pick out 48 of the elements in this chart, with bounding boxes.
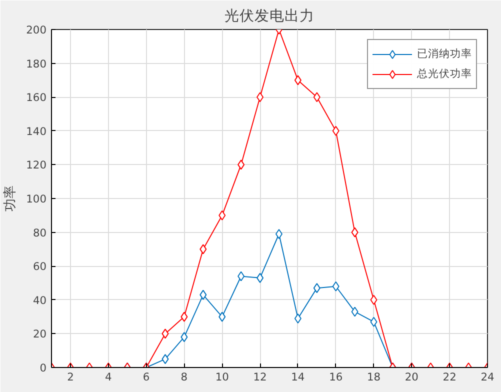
- y-tick-label: 60: [32, 260, 47, 274]
- x-tick-label: 12: [253, 370, 267, 384]
- point: [313, 92, 320, 102]
- y-tick-label: 0: [40, 362, 47, 374]
- point: [370, 294, 378, 305]
- point: [256, 92, 264, 102]
- point: [238, 160, 245, 170]
- y-tick-label: 120: [26, 158, 47, 172]
- x-tick-label: 18: [366, 370, 381, 384]
- x-tick-label: 24: [480, 370, 494, 384]
- y-tick-label: 200: [26, 24, 47, 36]
- x-tick-label: 22: [442, 370, 456, 384]
- y-tick-label: 20: [32, 328, 47, 341]
- y-tick-label: 100: [26, 192, 47, 206]
- point: [332, 281, 340, 292]
- point: [275, 228, 282, 239]
- y-tick-label: 140: [26, 124, 47, 138]
- x-tick-label: 4: [104, 370, 112, 384]
- point: [162, 328, 169, 339]
- legend-label: 总光伏功率: [417, 67, 472, 81]
- point: [180, 312, 188, 322]
- point: [200, 290, 207, 300]
- point: [200, 244, 207, 254]
- y-tick-label: 160: [26, 91, 47, 104]
- x-tick-label: 8: [180, 370, 188, 384]
- point: [256, 272, 264, 283]
- y-axis-title: 功率: [2, 186, 18, 212]
- x-tick-label: 2: [67, 370, 74, 384]
- point: [351, 227, 358, 238]
- chart-title: 光伏发电出力: [224, 8, 314, 24]
- x-tick-label: 10: [215, 370, 230, 384]
- y-tick-label: 40: [32, 294, 47, 307]
- y-tick-label: 80: [32, 226, 47, 240]
- point: [294, 75, 302, 86]
- point: [238, 271, 245, 282]
- y-tick-label: 180: [26, 57, 47, 70]
- legend-label: 已消纳功率: [417, 47, 472, 61]
- x-tick-label: 14: [291, 370, 305, 384]
- x-tick-label: 20: [404, 370, 419, 384]
- point: [294, 313, 302, 324]
- point: [313, 283, 320, 294]
- point: [332, 126, 340, 136]
- point: [218, 312, 226, 322]
- point: [218, 210, 226, 220]
- x-tick-label: 16: [329, 370, 343, 384]
- point: [351, 306, 358, 317]
- point: [370, 316, 378, 327]
- x-tick-label: 6: [142, 370, 150, 384]
